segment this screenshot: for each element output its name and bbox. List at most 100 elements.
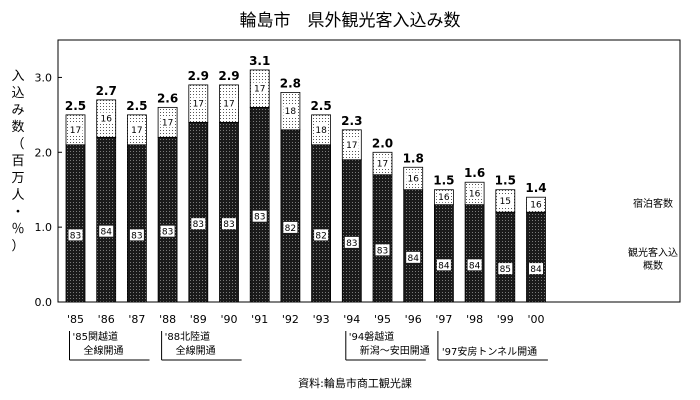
top-percent-box: [68, 123, 83, 135]
top-percent-label: 16: [407, 174, 419, 184]
y-ticks: 0.0 1.0 2.0 3.0: [35, 71, 62, 309]
y-axis-label-char: ％: [11, 222, 24, 237]
x-tick-label: '86: [98, 313, 115, 326]
top-percent-label: 17: [131, 126, 142, 136]
bar-total-label: 2.5: [310, 99, 331, 113]
top-percent-box: [529, 198, 543, 210]
base-percent-box: [406, 251, 421, 263]
x-tick-label: '88: [159, 313, 176, 326]
top-percent-box: [467, 187, 482, 199]
base-percent-label: 83: [162, 228, 173, 238]
x-tick-label: '97: [435, 313, 452, 326]
base-percent-box: [68, 229, 83, 241]
base-percent-box: [191, 218, 206, 230]
top-percent-label: 16: [530, 201, 542, 211]
base-percent-label: 84: [469, 261, 481, 271]
bar-base-segment: [495, 211, 516, 303]
bar-total-label: 2.9: [218, 69, 239, 83]
top-percent-box: [406, 172, 421, 184]
bar-total-label: 1.6: [464, 166, 485, 180]
y-axis-label-char: 万: [11, 171, 24, 186]
x-tick-label: '95: [374, 313, 391, 326]
bar-total-label: 2.5: [65, 99, 86, 113]
bar-base-segment: [127, 144, 147, 303]
bar-total-label: 2.6: [157, 91, 178, 105]
base-percent-box: [344, 236, 359, 248]
x-tick-label: '93: [313, 313, 330, 326]
base-percent-box: [283, 221, 298, 233]
top-percent-box: [283, 105, 298, 117]
top-percent-box: [436, 191, 451, 203]
bar-base-segment: [65, 144, 86, 303]
axes: [57, 39, 681, 303]
x-tick-label: '94: [343, 313, 360, 326]
top-percent-label: 16: [100, 115, 112, 125]
base-percent-box: [436, 259, 451, 271]
base-percent-label: 83: [346, 239, 357, 249]
base-percent-label: 84: [100, 228, 112, 238]
top-percent-label: 18: [285, 107, 297, 117]
base-percent-box: [498, 263, 513, 275]
top-percent-box: [314, 123, 329, 135]
top-percent-box: [344, 138, 359, 150]
legend-entry: 観光客入込: [628, 246, 678, 259]
top-percent-label: 17: [223, 100, 234, 110]
top-percent-label: 15: [500, 197, 511, 207]
legend-entry: 概数: [643, 259, 663, 272]
top-percent-label: 16: [438, 193, 450, 203]
bar-total-label: 2.8: [280, 76, 301, 90]
bar-total-label: 1.5: [433, 174, 454, 188]
annotation-line: 新潟～安田開通: [360, 344, 430, 357]
bar-base-segment: [188, 121, 209, 303]
base-percent-label: 83: [223, 220, 234, 230]
bar-total-label: 1.4: [525, 181, 546, 195]
annotation-line: '94磐越道: [349, 330, 394, 343]
annotation-line: 全線開通: [84, 344, 124, 357]
top-percent-box: [129, 123, 144, 135]
base-percent-label: 83: [131, 231, 142, 241]
y-tick-label: 3.0: [35, 71, 53, 84]
x-tick-label: '85: [67, 313, 84, 326]
top-percent-box: [160, 116, 175, 128]
bar-base-segment: [341, 159, 362, 303]
x-tick-label: '98: [466, 313, 483, 326]
bar-total-label: 2.0: [372, 136, 393, 150]
bar-total-label: 1.5: [495, 174, 516, 188]
base-percent-box: [222, 218, 236, 230]
top-percent-box: [222, 97, 236, 109]
base-percent-label: 84: [438, 261, 450, 271]
base-percent-box: [375, 244, 390, 256]
y-axis-label: 入込み数 （ 百万人・ ％ ）: [11, 69, 24, 254]
y-axis-label-char: 入: [11, 69, 24, 84]
top-percent-label: 17: [162, 118, 173, 128]
top-percent-box: [498, 194, 513, 206]
base-percent-box: [129, 229, 144, 241]
y-axis-label-char: 込: [11, 86, 24, 101]
bar-base-segment: [280, 129, 301, 303]
bar-base-segment: [372, 174, 393, 303]
x-tick-label: '91: [251, 313, 268, 326]
top-percent-label: 17: [254, 85, 265, 95]
y-axis-label-char: み: [11, 103, 24, 118]
bar-base-segment: [403, 189, 424, 303]
bar-base-segment: [464, 204, 485, 303]
top-percent-box: [375, 157, 390, 169]
top-percent-label: 17: [377, 160, 388, 170]
event-annotation: '97安房トンネル開通: [437, 331, 548, 361]
x-tick-label: '89: [190, 313, 207, 326]
base-percent-label: 82: [315, 231, 326, 241]
base-percent-box: [314, 229, 329, 241]
plot-frame: [57, 39, 681, 303]
legend-entry: 宿泊客数: [633, 197, 673, 210]
base-percent-label: 83: [254, 213, 265, 223]
base-percent-box: [529, 263, 543, 275]
bar-total-label: 2.3: [341, 114, 362, 128]
x-tick-label: '00: [527, 313, 544, 326]
y-axis-label-char: 百: [11, 154, 24, 169]
base-percent-label: 82: [285, 224, 296, 234]
